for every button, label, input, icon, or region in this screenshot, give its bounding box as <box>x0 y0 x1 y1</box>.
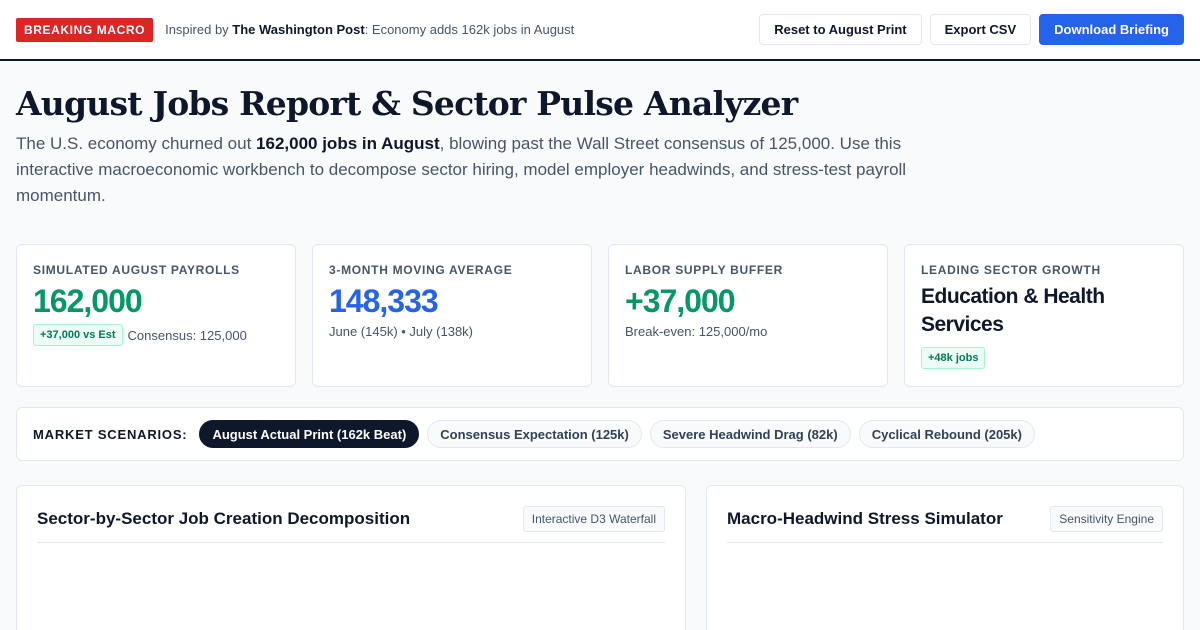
scenario-chip-headwind[interactable]: Severe Headwind Drag (82k) <box>649 420 851 448</box>
sector-decomposition-panel: Sector-by-Sector Job Creation Decomposit… <box>16 485 686 630</box>
scenario-chip-august-actual[interactable]: August Actual Print (162k Beat) <box>199 420 420 448</box>
inspired-prefix: Inspired by <box>165 22 233 37</box>
reset-button[interactable]: Reset to August Print <box>759 14 922 45</box>
panel-tag: Sensitivity Engine <box>1050 506 1163 532</box>
kpi-value: Education & Health Services <box>921 285 1105 336</box>
kpi-label: Labor Supply Buffer <box>625 263 783 277</box>
headline-ribbon: BREAKING MACRO Inspired by The Washingto… <box>16 17 574 42</box>
kpi-subline: Break-even: 125,000/mo <box>625 324 768 339</box>
kpi-card-moving-average: 3-Month Moving Average 148,333 June (145… <box>312 244 592 387</box>
scenario-selector: MARKET SCENARIOS: August Actual Print (1… <box>16 407 1184 461</box>
kpi-label: Simulated August Payrolls <box>33 263 240 277</box>
panel-header: Sector-by-Sector Job Creation Decomposit… <box>37 506 665 532</box>
panel-title: Macro-Headwind Stress Simulator <box>727 509 1003 528</box>
lede-highlight: 162,000 jobs in August <box>256 134 440 153</box>
sector-growth-badge: +48k jobs <box>921 347 986 369</box>
toolbar-actions: Reset to August Print Export CSV Downloa… <box>759 14 1184 45</box>
panel-divider <box>37 542 665 543</box>
breaking-badge: BREAKING MACRO <box>16 17 154 42</box>
download-briefing-button[interactable]: Download Briefing <box>1039 14 1184 45</box>
inspired-source: The Washington Post <box>232 22 365 37</box>
scenario-chip-rebound[interactable]: Cyclical Rebound (205k) <box>858 420 1035 448</box>
kpi-subline: June (145k) • July (138k) <box>329 324 474 339</box>
scenario-label: MARKET SCENARIOS: <box>33 426 188 442</box>
panel-header: Macro-Headwind Stress Simulator Sensitiv… <box>727 506 1163 532</box>
inspired-suffix: : Economy adds 162k jobs in August <box>364 22 575 37</box>
kpi-value: 148,333 <box>329 283 439 319</box>
page-lede: The U.S. economy churned out 162,000 job… <box>16 131 916 209</box>
kpi-value: 162,000 <box>33 283 143 319</box>
kpi-card-leading-sector: Leading Sector Growth Education & Health… <box>904 244 1184 387</box>
kpi-subline: +37,000 vs Est Consensus: 125,000 <box>33 324 279 346</box>
lede-prefix: The U.S. economy churned out <box>16 134 257 153</box>
panel-tag: Interactive D3 Waterfall <box>522 506 665 532</box>
consensus-text: Consensus: 125,000 <box>127 327 247 343</box>
scenario-chip-consensus[interactable]: Consensus Expectation (125k) <box>427 420 642 448</box>
stress-simulator-panel: Macro-Headwind Stress Simulator Sensitiv… <box>706 485 1184 630</box>
kpi-card-labor-buffer: Labor Supply Buffer +37,000 Break-even: … <box>608 244 888 387</box>
kpi-value: +37,000 <box>625 283 736 319</box>
kpi-subline: +48k jobs <box>921 347 1167 369</box>
lede-suffix: , blowing past the Wall Street consensus… <box>16 134 907 205</box>
page-title: August Jobs Report & Sector Pulse Analyz… <box>16 84 798 123</box>
top-bar: BREAKING MACRO Inspired by The Washingto… <box>0 0 1200 61</box>
inspiration-note: Inspired by The Washington Post: Economy… <box>165 22 574 37</box>
kpi-label: Leading Sector Growth <box>921 263 1101 277</box>
panel-divider <box>727 542 1163 543</box>
panel-title: Sector-by-Sector Job Creation Decomposit… <box>37 509 411 528</box>
kpi-label: 3-Month Moving Average <box>329 263 513 277</box>
kpi-card-payrolls: Simulated August Payrolls 162,000 +37,00… <box>16 244 296 387</box>
export-csv-button[interactable]: Export CSV <box>929 14 1032 45</box>
beat-badge: +37,000 vs Est <box>33 324 123 346</box>
